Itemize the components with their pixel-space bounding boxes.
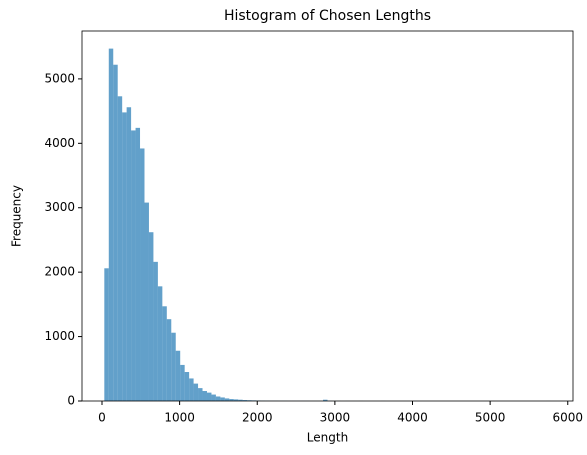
bar bbox=[122, 112, 127, 401]
bar bbox=[189, 378, 194, 401]
x-tick-label: 1000 bbox=[164, 411, 195, 425]
y-axis-label: Frequency bbox=[10, 185, 24, 247]
x-tick-label: 5000 bbox=[475, 411, 506, 425]
bar bbox=[148, 232, 154, 401]
chart-title: Histogram of Chosen Lengths bbox=[224, 8, 431, 24]
bar bbox=[229, 399, 234, 401]
bar bbox=[184, 372, 190, 401]
bar bbox=[193, 383, 199, 401]
bar bbox=[215, 396, 221, 401]
bar bbox=[323, 399, 328, 401]
bar bbox=[113, 64, 118, 401]
y-tick-label: 1000 bbox=[44, 329, 75, 343]
x-tick-label: 2000 bbox=[242, 411, 273, 425]
bar bbox=[140, 148, 145, 401]
bar bbox=[153, 261, 158, 401]
bar bbox=[166, 319, 172, 401]
y-tick-label: 2000 bbox=[44, 265, 75, 279]
x-tick-label: 6000 bbox=[552, 411, 583, 425]
bar bbox=[135, 127, 141, 401]
bar bbox=[104, 268, 109, 401]
bar bbox=[233, 399, 239, 401]
bar bbox=[180, 364, 185, 401]
bar bbox=[211, 394, 216, 401]
bar bbox=[198, 388, 203, 401]
y-tick-label: 5000 bbox=[44, 71, 75, 85]
x-tick-label: 0 bbox=[98, 411, 106, 425]
bar bbox=[171, 332, 176, 401]
axes-frame bbox=[81, 30, 574, 402]
bar bbox=[202, 391, 207, 401]
bar bbox=[238, 399, 243, 401]
bar bbox=[162, 306, 167, 401]
y-tick-label: 0 bbox=[67, 394, 75, 408]
bar bbox=[157, 286, 163, 401]
bar bbox=[126, 107, 132, 402]
x-tick-label: 4000 bbox=[397, 411, 428, 425]
bar bbox=[175, 350, 181, 401]
bar bbox=[224, 398, 230, 401]
bar bbox=[117, 96, 123, 401]
bar bbox=[108, 48, 114, 401]
bar bbox=[206, 392, 212, 401]
bar bbox=[220, 397, 225, 401]
x-tick-label: 3000 bbox=[320, 411, 351, 425]
y-tick-label: 3000 bbox=[44, 200, 75, 214]
y-tick-label: 4000 bbox=[44, 136, 75, 150]
bar bbox=[242, 400, 248, 401]
bar bbox=[131, 130, 136, 401]
x-axis-label: Length bbox=[307, 431, 348, 445]
bar bbox=[144, 202, 149, 401]
